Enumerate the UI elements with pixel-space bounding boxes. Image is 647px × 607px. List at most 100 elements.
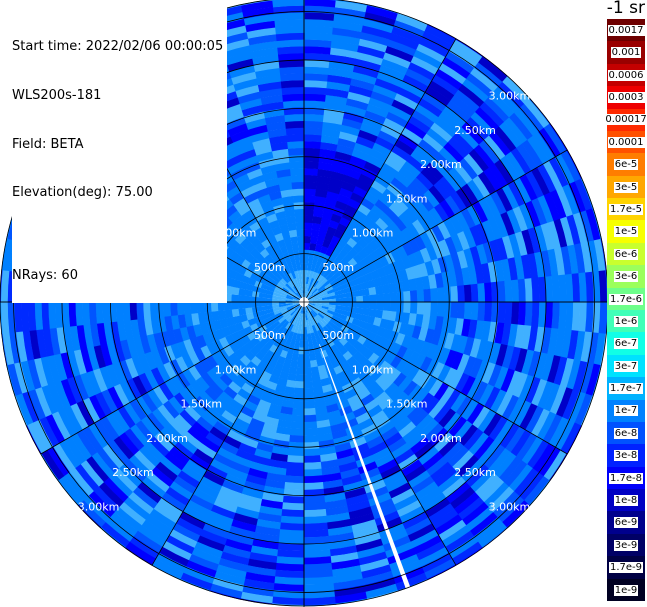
range-gate-cell [340, 271, 350, 280]
range-gate-cell [327, 288, 335, 295]
range-gate-cell [189, 493, 214, 511]
range-gate-cell [281, 268, 289, 277]
range-gate-cell [566, 425, 582, 455]
range-gate-cell [443, 218, 458, 238]
range-gate-cell [103, 477, 129, 503]
range-gate-cell [172, 523, 201, 542]
range-gate-cell [285, 243, 294, 253]
range-gate-cell [322, 299, 330, 303]
range-gate-cell [378, 230, 391, 244]
range-gate-cell [309, 285, 316, 293]
range-gate-cell [444, 195, 462, 216]
colorbar-level-label: 3e-5 [613, 181, 639, 193]
range-gate-cell [361, 232, 374, 245]
range-gate-cell [423, 396, 440, 415]
range-gate-cell [205, 355, 218, 369]
range-gate-cell [291, 353, 299, 362]
range-gate-cell [161, 540, 192, 561]
range-gate-cell [549, 385, 567, 416]
range-gate-cell [322, 121, 343, 132]
range-gate-cell [488, 416, 508, 441]
range-gate-cell [394, 171, 413, 188]
range-gate-cell [474, 320, 485, 341]
range-gate-cell [344, 424, 362, 436]
range-gate-cell [230, 519, 257, 533]
range-gate-cell [346, 237, 358, 249]
range-gate-cell [434, 272, 444, 289]
range-gate-cell [291, 278, 297, 287]
range-gate-cell [339, 216, 351, 228]
range-gate-cell [195, 334, 207, 349]
range-gate-cell [99, 343, 113, 367]
range-gate-cell [494, 260, 505, 283]
range-gate-cell [348, 306, 357, 314]
range-gate-cell [519, 403, 538, 431]
range-gate-cell [61, 301, 71, 328]
range-gate-cell [260, 200, 274, 211]
range-gate-cell [540, 353, 555, 382]
range-ring-label: 2.00km [420, 158, 462, 171]
range-gate-cell [287, 345, 295, 354]
range-gate-cell [328, 0, 337, 1]
range-gate-cell [148, 436, 170, 457]
range-gate-cell [387, 437, 407, 454]
range-gate-cell [316, 237, 325, 246]
range-gate-cell [299, 262, 305, 271]
range-gate-cell [320, 291, 329, 297]
range-gate-cell [257, 216, 270, 228]
range-gate-cell [93, 419, 114, 445]
colorbar-level-label: 1.7e-5 [608, 204, 644, 215]
range-gate-cell [252, 54, 280, 66]
range-gate-cell [283, 482, 304, 491]
range-gate-cell [278, 412, 293, 422]
range-gate-cell [244, 340, 256, 351]
range-gate-cell [375, 217, 389, 231]
range-gate-cell [138, 372, 154, 393]
range-gate-cell [518, 374, 535, 402]
range-gate-cell [294, 380, 304, 389]
range-gate-cell [465, 463, 490, 488]
range-gate-cell [303, 428, 318, 436]
range-gate-cell [327, 275, 336, 284]
range-gate-cell [275, 562, 304, 572]
range-gate-cell [107, 439, 130, 465]
range-gate-cell [338, 131, 359, 143]
range-gate-cell [368, 97, 393, 113]
start-time-label: Start time: 2022/02/06 00:00:05 [12, 39, 224, 55]
range-gate-cell [195, 416, 214, 433]
range-gate-cell [303, 455, 321, 464]
range-gate-cell [292, 298, 300, 301]
range-gate-cell [387, 150, 407, 167]
range-gate-cell [114, 506, 142, 531]
range-gate-cell [293, 285, 299, 293]
range-gate-cell [305, 290, 308, 298]
range-gate-cell [232, 215, 246, 228]
range-gate-cell [158, 427, 179, 447]
colorbar-level: 6e-6 [607, 242, 645, 266]
range-gate-cell [413, 339, 425, 355]
range-gate-cell [141, 476, 166, 499]
range-gate-cell [153, 332, 165, 350]
range-gate-cell [241, 226, 254, 238]
range-gate-cell [375, 285, 384, 295]
range-gate-cell [315, 298, 323, 301]
range-gate-cell [390, 442, 411, 460]
range-gate-cell [272, 338, 282, 348]
range-gate-cell [279, 245, 288, 255]
range-gate-cell [327, 292, 336, 297]
range-gate-cell [335, 321, 344, 330]
range-gate-cell [448, 536, 479, 560]
range-gate-cell [319, 148, 337, 159]
range-gate-cell [215, 564, 247, 579]
range-gate-cell [414, 144, 435, 163]
range-gate-cell [419, 341, 432, 357]
range-gate-cell [204, 386, 220, 402]
range-gate-cell [413, 198, 430, 216]
range-gate-cell [234, 359, 247, 372]
range-gate-cell [415, 414, 434, 433]
range-gate-cell [303, 556, 332, 565]
range-gate-cell [283, 202, 295, 212]
range-gate-cell [483, 412, 503, 437]
range-gate-cell [466, 179, 485, 202]
range-gate-cell [379, 377, 394, 392]
